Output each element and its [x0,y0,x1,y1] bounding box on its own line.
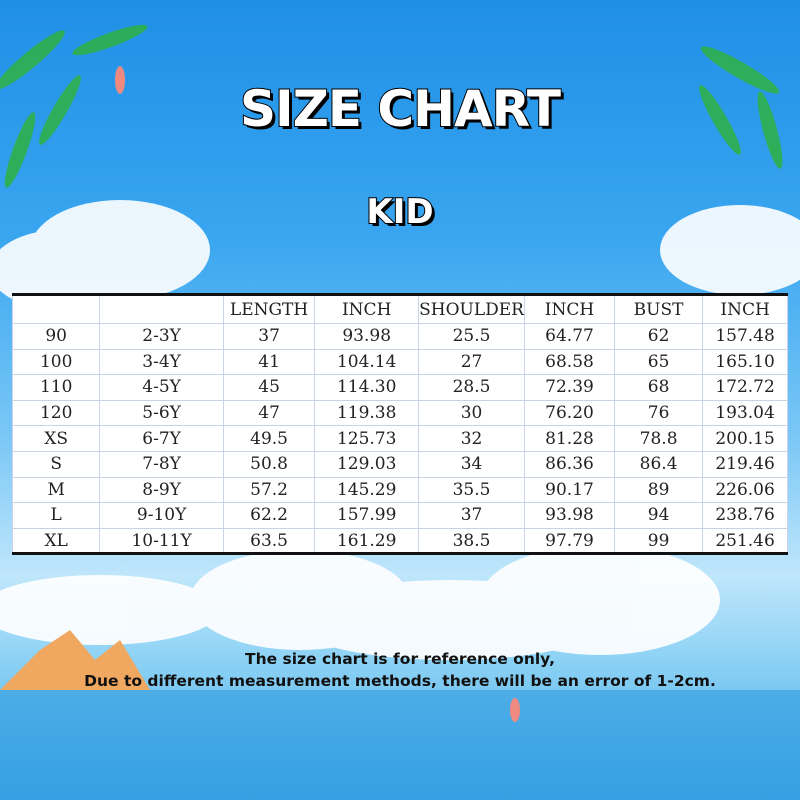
table-cell: 35.5 [418,476,525,504]
table-cell: 28.5 [418,374,525,401]
table-cell: 76 [614,399,704,427]
page-title: SIZE CHART [239,79,562,139]
table-cell: 226.06 [702,476,788,504]
table-cell: 37 [222,323,316,350]
table-cell: 94 [614,502,704,529]
table-cell: INCH [702,294,788,324]
table-cell: 200.15 [702,425,788,452]
table-cell: 30 [418,399,525,427]
table-cell: 104.14 [314,348,420,376]
size-chart-table: LENGTH INCH SHOULDER INCH BUST INCH 90 2-3Y 37 93… [11,293,788,556]
table-row: M 8-9Y 57.2 145.29 35.5 90.17 89 226.06 [11,476,788,504]
table-cell: 100 [11,348,101,376]
table-cell: 129.03 [314,450,420,478]
table-row: S 7-8Y 50.8 129.03 34 86.36 86.4 219.46 [11,450,788,478]
table-row: 110 4-5Y 45 114.30 28.5 72.39 68 172.72 [11,374,788,401]
table-cell: 64.77 [523,323,616,350]
table-header-row: LENGTH INCH SHOULDER INCH BUST INCH [11,294,788,324]
table-cell: 90.17 [523,476,616,504]
table-cell: 219.46 [702,450,788,478]
table-cell: BUST [614,294,704,324]
table-cell: 62 [614,323,704,350]
table-cell: 81.28 [523,425,616,452]
table-cell: S [11,450,101,478]
table-row: 90 2-3Y 37 93.98 25.5 64.77 62 157.48 [11,323,788,350]
table-cell: 25.5 [418,323,525,350]
table-cell: 8-9Y [99,476,224,504]
table-cell: 47 [222,399,316,427]
table-cell: 72.39 [523,374,616,401]
table-cell: 193.04 [702,399,788,427]
table-cell: 57.2 [222,476,316,504]
table-cell: INCH [523,294,616,324]
table-cell: 93.98 [523,502,616,529]
table-cell: 97.79 [523,527,616,555]
table-cell: 9-10Y [99,502,224,529]
table-cell: 68.58 [523,348,616,376]
table-cell: INCH [314,294,420,324]
table-cell: 5-6Y [99,399,224,427]
table-cell: 49.5 [222,425,316,452]
table-row: XS 6-7Y 49.5 125.73 32 81.28 78.8 200.15 [11,425,788,452]
table-cell: 86.4 [614,450,704,478]
table-cell: 45 [222,374,316,401]
table-cell: 76.20 [523,399,616,427]
table-cell: 161.29 [314,527,420,555]
table-cell: 4-5Y [99,374,224,401]
table-cell: 2-3Y [99,323,224,350]
table-cell: 38.5 [418,527,525,555]
table-cell: 78.8 [614,425,704,452]
table-cell: 89 [614,476,704,504]
table-cell: 27 [418,348,525,376]
table-row: 120 5-6Y 47 119.38 30 76.20 76 193.04 [11,399,788,427]
table-cell: 114.30 [314,374,420,401]
table-cell [99,294,224,324]
table-cell: 165.10 [702,348,788,376]
table-cell: 6-7Y [99,425,224,452]
table-cell: 157.99 [314,502,420,529]
table-cell: 119.38 [314,399,420,427]
table-cell: 110 [11,374,101,401]
table-cell: 172.72 [702,374,788,401]
table-cell: SHOULDER [418,294,525,324]
table-cell: 120 [11,399,101,427]
table-cell [11,294,101,324]
table-cell: 90 [11,323,101,350]
table-cell: 68 [614,374,704,401]
page-subtitle: KID [365,191,434,233]
table-cell: 50.8 [222,450,316,478]
table-row: XL 10-11Y 63.5 161.29 38.5 97.79 99 251.46 [11,527,788,555]
table-cell: 32 [418,425,525,452]
note-line-1: The size chart is for reference only, [245,650,555,668]
table-cell: 10-11Y [99,527,224,555]
table-cell: 238.76 [702,502,788,529]
table-cell: 34 [418,450,525,478]
table-row: 100 3-4Y 41 104.14 27 68.58 65 165.10 [11,348,788,376]
note-line-2: Due to different measurement methods, th… [84,672,716,690]
table-cell: 65 [614,348,704,376]
table-cell: 86.36 [523,450,616,478]
table-cell: 63.5 [222,527,316,555]
table-cell: 41 [222,348,316,376]
table-cell: 3-4Y [99,348,224,376]
table-cell: 7-8Y [99,450,224,478]
table-cell: 125.73 [314,425,420,452]
table-cell: XS [11,425,101,452]
table-cell: 62.2 [222,502,316,529]
table-cell: 99 [614,527,704,555]
table-cell: 251.46 [702,527,788,555]
table-cell: M [11,476,101,504]
table-cell: XL [11,527,101,555]
table-cell: L [11,502,101,529]
table-cell: LENGTH [222,294,316,324]
table-cell: 37 [418,502,525,529]
table-cell: 93.98 [314,323,420,350]
table-cell: 157.48 [702,323,788,350]
table-cell: 145.29 [314,476,420,504]
table-row: L 9-10Y 62.2 157.99 37 93.98 94 238.76 [11,502,788,529]
